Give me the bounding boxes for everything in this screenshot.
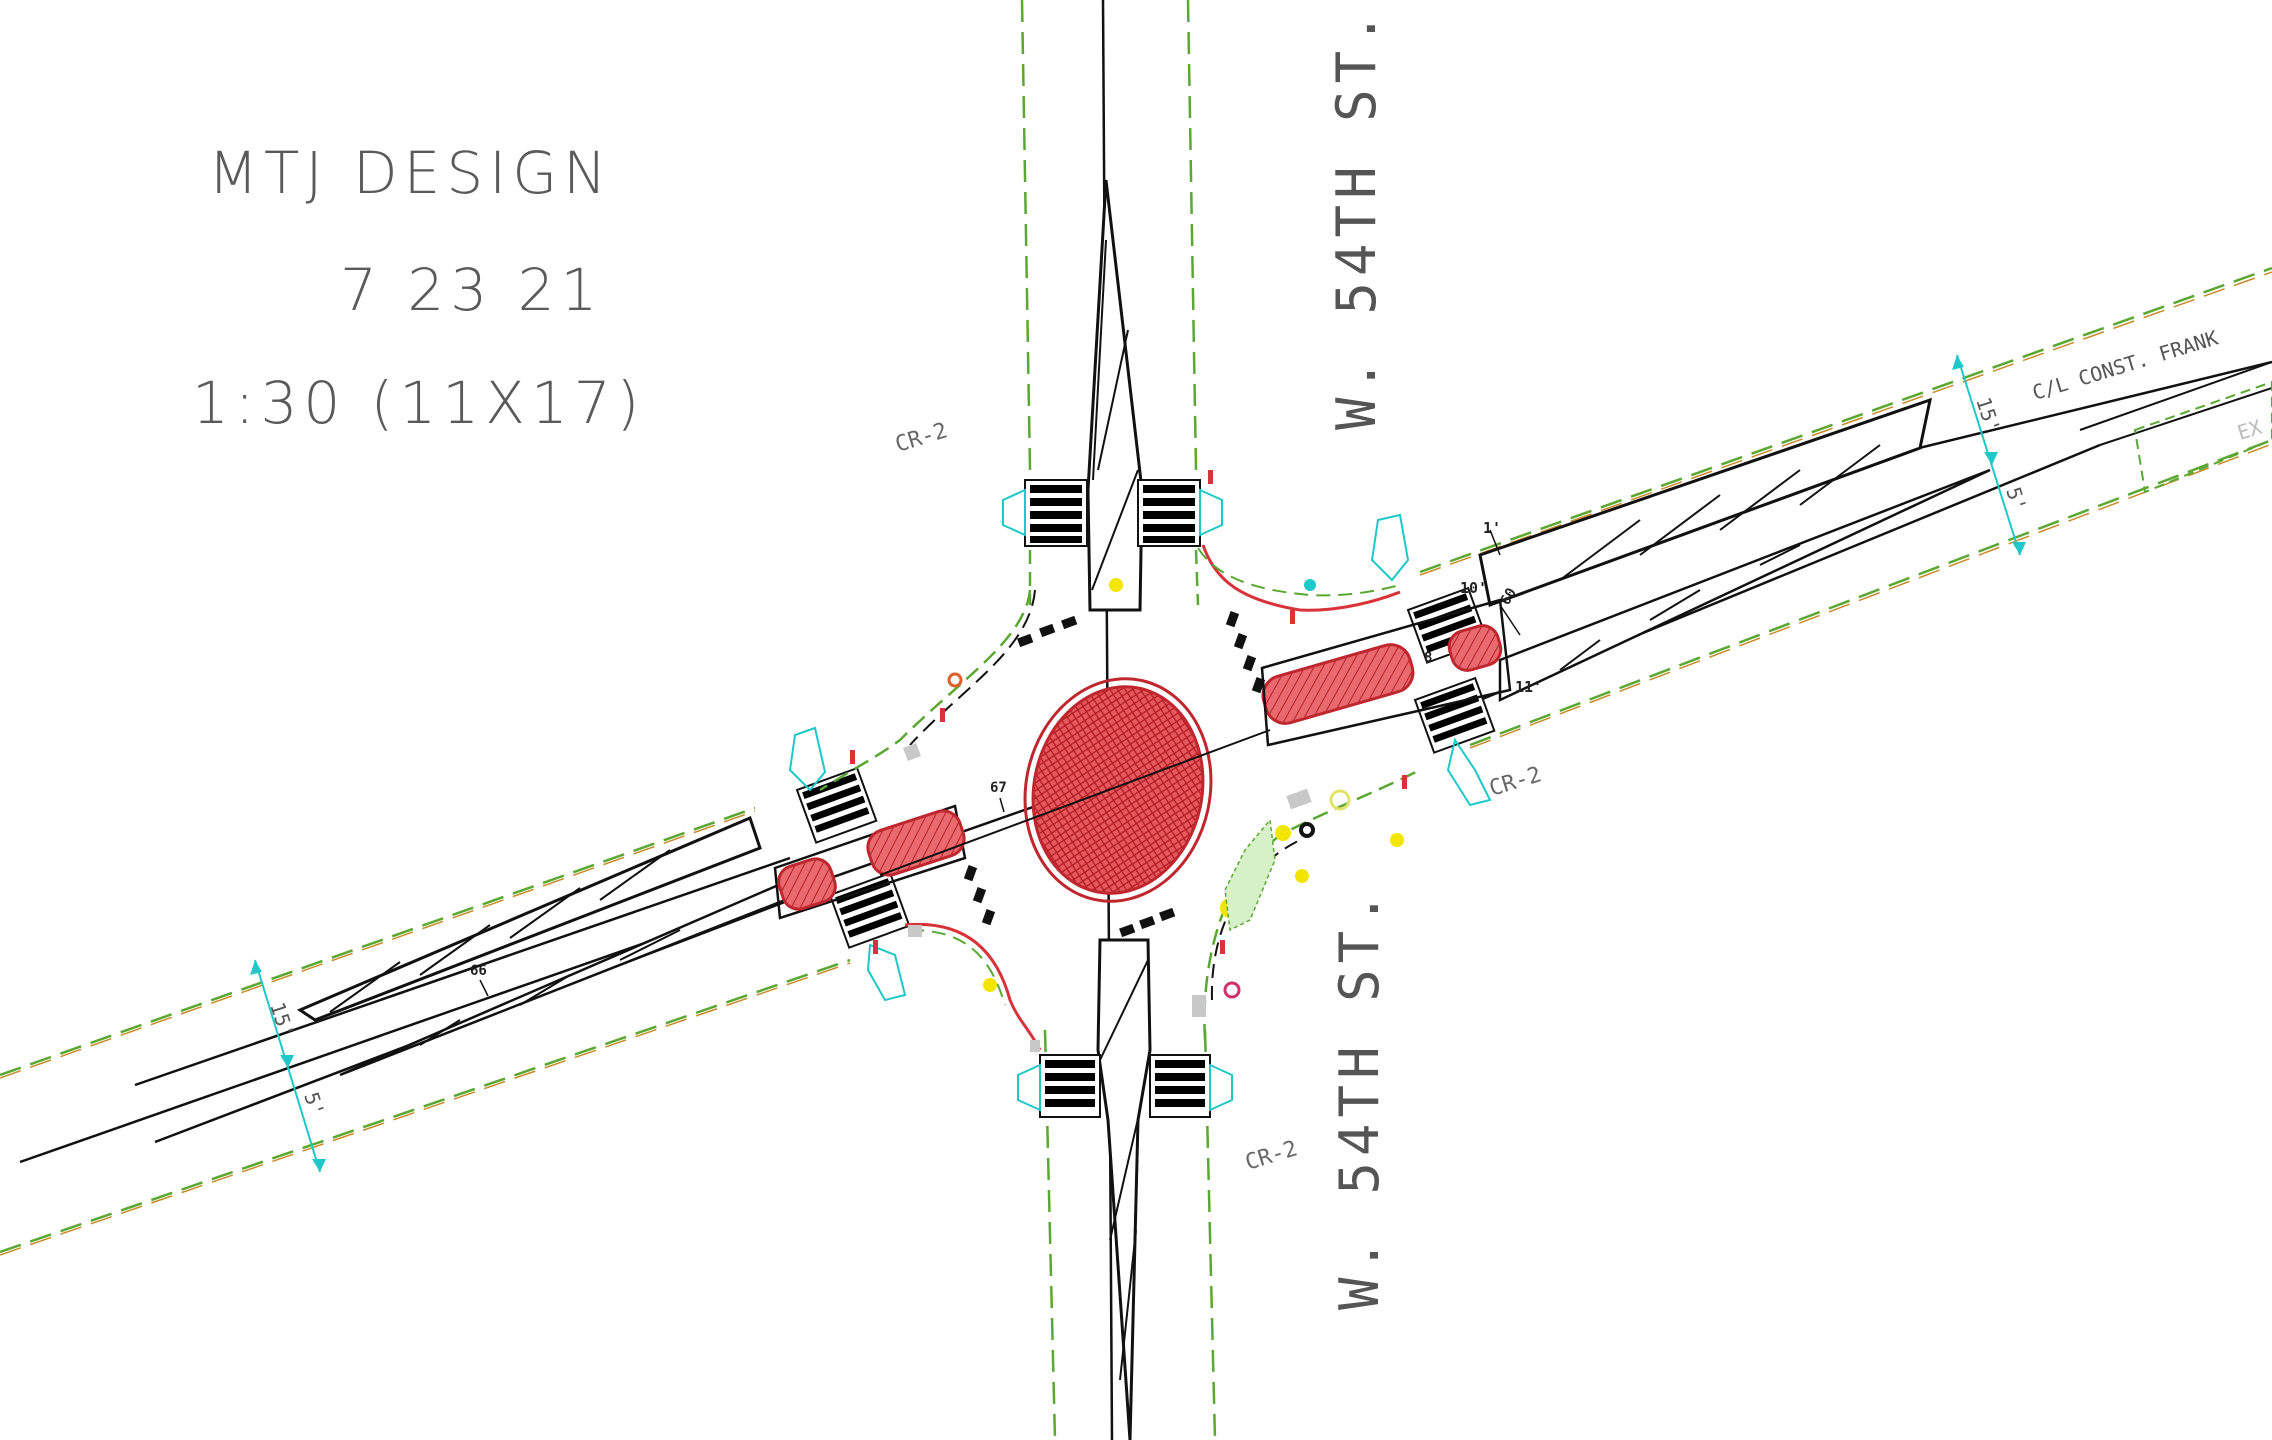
- curb-ramp-label-ne: CR-2: [1486, 762, 1544, 801]
- west-row-top: [0, 806, 756, 1077]
- sw-curb-green: [909, 929, 1006, 1006]
- east-dim-8: 8: [1424, 650, 1432, 666]
- sign-yellow-se-2: [1295, 869, 1309, 883]
- sign-yellow-se-1: [1275, 825, 1291, 841]
- east-taper-lower: [1498, 468, 1991, 702]
- west-edge-top: [134, 856, 791, 1087]
- truck-apron-marks: [963, 611, 1266, 938]
- west-row-top-orange: [0, 810, 756, 1079]
- central-island: [1031, 685, 1205, 895]
- south-ramp-right: [1209, 1063, 1233, 1112]
- east-leg: 15' 5' 1' 10' 11' 8 60 C/L CONST. FRANK …: [1260, 266, 2272, 807]
- nw-curb-arc-dark: [909, 589, 1036, 746]
- sign-yellow-se-4: [1329, 789, 1351, 811]
- west-taper-island: [296, 815, 762, 1022]
- south-splitter-island: [1096, 938, 1152, 1440]
- ne-curb-green: [1197, 547, 1401, 597]
- curb-ramp-label-se: CR-2: [1242, 1136, 1300, 1175]
- nw-curb-arc: [819, 589, 1032, 792]
- east-row-bottom: [1469, 438, 2272, 747]
- east-dim-11: 11': [1515, 678, 1542, 696]
- sign-yellow-ne-1: [1109, 578, 1123, 592]
- west-ramp-upper: [788, 726, 827, 792]
- east-ramp-upper: [1370, 513, 1410, 582]
- central-island-outer: [1023, 677, 1213, 903]
- sign-yellow-se-3: [1390, 833, 1404, 847]
- ped-sign-marks: [850, 470, 1407, 954]
- curb-ramp-label-nw: CR-2: [892, 418, 950, 457]
- east-street-label: C/L CONST. FRANK: [2029, 326, 2220, 405]
- west-dim-5: 5': [299, 1089, 329, 1119]
- north-leg: [1002, 0, 1223, 1440]
- east-splitter-red-large: [1261, 643, 1415, 725]
- landscape-green-se: [1224, 818, 1276, 932]
- east-row-top: [1419, 266, 2272, 574]
- sign-posts-gray: [903, 743, 1312, 1052]
- west-leg: 15' 5' 66: [0, 726, 1111, 1256]
- east-taper-island: [1478, 397, 1933, 608]
- north-ramp-right: [1199, 488, 1223, 537]
- center-dim-67: 67: [990, 780, 1007, 796]
- north-ramp-left: [1002, 488, 1026, 537]
- drawing-scale: 1:30 (11X17): [192, 369, 645, 437]
- west-row-bottom: [0, 958, 851, 1254]
- annotation-labels: W. 54TH ST. W. 54TH ST. CR-2 CR-2 CR-2: [892, 6, 1544, 1310]
- west-crosswalk-upper: [795, 766, 878, 844]
- east-ex-label: EX: [2234, 415, 2264, 445]
- title-block: MTJ DESIGN 7 23 21 1:30 (11X17): [192, 139, 645, 437]
- street-label-north: W. 54TH ST.: [1325, 6, 1388, 430]
- east-existing-box: [2133, 380, 2272, 494]
- north-row-left: [1020, 0, 1032, 471]
- west-dim-66: 66: [470, 963, 487, 979]
- ne-curb-red: [1201, 544, 1401, 612]
- sw-curb-red: [904, 922, 1042, 1051]
- east-ramp-lower: [1446, 737, 1492, 807]
- sign-yellow-sw: [983, 978, 997, 992]
- east-row-bottom-orange: [1469, 443, 2272, 749]
- west-splitter-red-large: [866, 809, 966, 877]
- east-dim-15: 15': [1971, 394, 2005, 436]
- west-dim-15: 15': [265, 999, 299, 1041]
- sign-cyan-ne: [1304, 579, 1316, 591]
- sign-orange-nw: [947, 672, 963, 688]
- south-leg: [1017, 938, 1233, 1440]
- north-row-right: [1186, 0, 1198, 471]
- drawing-date: 7 23 21: [340, 256, 603, 324]
- east-dim-60: 60: [1498, 585, 1520, 608]
- west-crosswalk-lower: [828, 871, 911, 949]
- east-dim-1: 1': [1483, 519, 1501, 537]
- sign-black-se: [1299, 822, 1315, 838]
- south-ramp-left: [1017, 1063, 1041, 1112]
- roundabout-core: 67: [819, 470, 1421, 1052]
- west-row-bottom-orange: [0, 962, 851, 1256]
- west-ramp-lower: [866, 943, 907, 1002]
- company-name: MTJ DESIGN: [208, 139, 613, 207]
- east-splitter-outline: [1260, 598, 1512, 747]
- east-row-top-orange: [1419, 271, 2272, 576]
- east-splitter-red-small: [1447, 624, 1503, 672]
- east-dim-10: 10': [1460, 579, 1487, 597]
- sign-magenta-se: [1223, 981, 1241, 999]
- street-label-south: W. 54TH ST.: [1328, 886, 1391, 1310]
- west-splitter-red-small: [777, 857, 837, 911]
